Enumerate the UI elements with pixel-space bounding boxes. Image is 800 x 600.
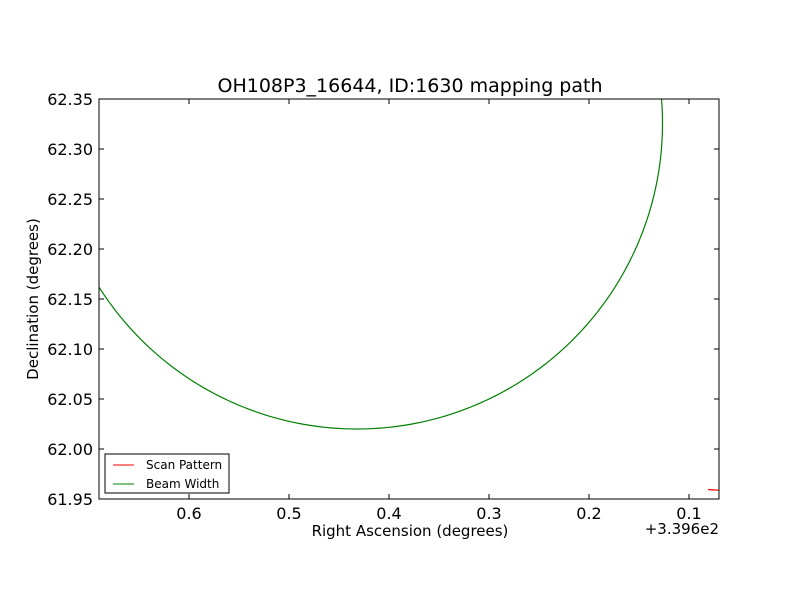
x-tick-label: 0.6: [176, 504, 201, 523]
y-axis: 61.95 62.00 62.05 62.10 62.15 62.20 62.25 62.30…: [47, 90, 719, 509]
x-axis-offset-label: +3.396e2: [645, 520, 719, 538]
series-line-beam-width: [99, 99, 664, 430]
y-tick-label: 62.15: [47, 290, 93, 309]
legend-label-beam-width: Beam Width: [146, 477, 219, 491]
y-tick-label: 62.35: [47, 90, 93, 109]
x-tick-label: 0.5: [276, 504, 301, 523]
y-tick-label: 62.00: [47, 440, 93, 459]
y-tick-label: 62.30: [47, 140, 93, 159]
x-axis-label: Right Ascension (degrees): [312, 522, 509, 540]
x-tick-label: 0.4: [376, 504, 401, 523]
series-line-scan-pattern: [707, 488, 719, 491]
x-tick-label: 0.1: [676, 504, 701, 523]
y-tick-label: 62.20: [47, 240, 93, 259]
x-axis: 0.6 0.5 0.4 0.3 0.2 0.1: [176, 99, 702, 523]
x-tick-label: 0.2: [576, 504, 601, 523]
y-tick-label: 62.05: [47, 390, 93, 409]
legend-label-scan-pattern: Scan Pattern: [146, 458, 222, 472]
plot-area: [99, 99, 719, 491]
y-tick-label: 62.10: [47, 340, 93, 359]
y-tick-label: 61.95: [47, 490, 93, 509]
y-tick-label: 62.25: [47, 190, 93, 209]
legend: Scan Pattern Beam Width: [104, 453, 230, 494]
y-axis-label: Declination (degrees): [24, 218, 42, 380]
legend-box: [104, 453, 230, 494]
chart-title: OH108P3_16644, ID:1630 mapping path: [218, 75, 603, 97]
x-tick-label: 0.3: [476, 504, 501, 523]
plot-frame: [98, 98, 720, 500]
